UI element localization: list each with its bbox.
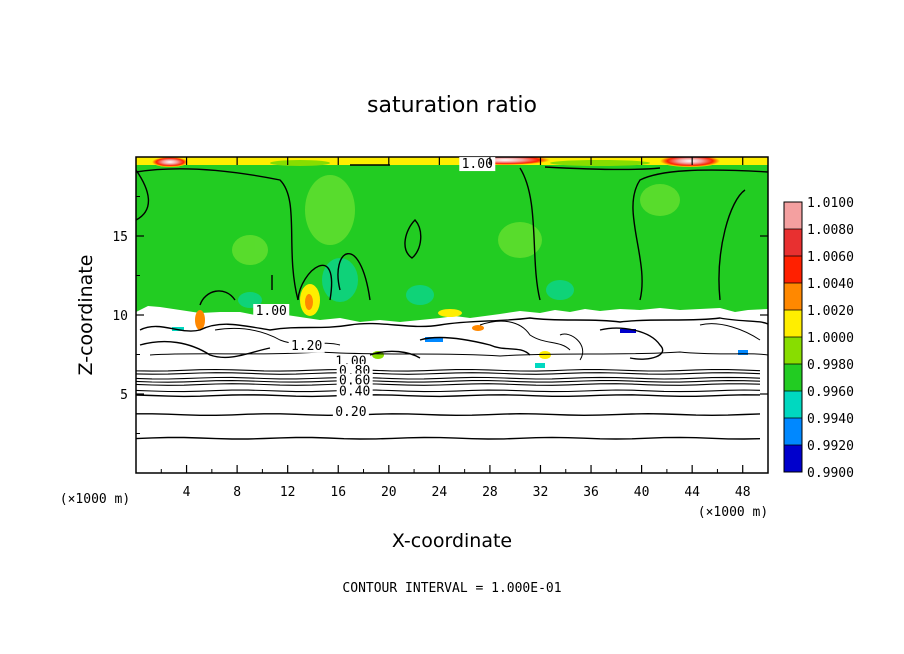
x-tick-label: 36	[583, 485, 599, 500]
chart-title: saturation ratio	[367, 93, 537, 118]
x-axis-unit-left: (×1000 m)	[60, 492, 130, 507]
horizontal-contour	[136, 389, 761, 393]
colorbar-label: 0.9900	[807, 466, 854, 481]
x-axis-unit-right: (×1000 m)	[698, 505, 768, 520]
x-axis-label: X-coordinate	[392, 530, 512, 552]
horizontal-contour	[136, 368, 761, 372]
horizontal-contour	[136, 394, 761, 398]
colorbar-swatch	[784, 283, 802, 311]
light-green-patches	[232, 175, 680, 265]
x-tick-label: 12	[280, 485, 296, 500]
y-tick-label: 10	[112, 309, 128, 324]
contour-line	[199, 290, 236, 306]
x-axis-ticks: 4 8 12 16 20 24 28 32 36 40 44 48	[160, 157, 751, 500]
colorbar-label: 0.9920	[807, 439, 854, 454]
colorbar-swatch	[784, 364, 802, 392]
horizontal-contour	[136, 436, 761, 440]
contour-label-bg	[288, 338, 325, 353]
contour-line	[519, 167, 541, 301]
plot-area	[136, 157, 768, 473]
contour-label-bg	[459, 157, 496, 172]
colorbar-swatch	[784, 256, 802, 284]
cloud-outline	[479, 320, 571, 351]
colorbar-swatch	[784, 202, 802, 230]
x-tick-label: 16	[330, 485, 346, 500]
contour-interval-note: CONTOUR INTERVAL = 1.000E-01	[342, 581, 561, 596]
colorbar-label: 1.0060	[807, 250, 854, 265]
contour-label-bg	[336, 384, 373, 399]
colorbar-label: 1.0040	[807, 277, 854, 292]
contour-line	[632, 169, 768, 301]
colorbar-label: 1.0080	[807, 223, 854, 238]
cloud-region	[139, 317, 768, 361]
cloud-outline	[139, 340, 271, 359]
cloud-outline	[699, 323, 761, 341]
horizontal-contour	[136, 383, 761, 386]
x-tick-label: 8	[233, 485, 241, 500]
x-tick-label: 44	[684, 485, 700, 500]
colorbar-label: 1.0100	[807, 196, 854, 211]
cloud-outline	[599, 327, 664, 360]
contour-label-bg	[253, 304, 290, 318]
horizontal-contour	[136, 376, 761, 380]
contour-line	[136, 168, 299, 301]
contour-label: 0.40	[339, 385, 370, 400]
contour-line	[544, 166, 661, 171]
colorbar-swatch	[784, 445, 802, 473]
x-tick-label: 28	[482, 485, 498, 500]
contour-label: 1.00	[462, 157, 493, 172]
colorbar-swatch	[784, 337, 802, 365]
yellow-patches	[195, 284, 551, 359]
cloud-outline	[149, 351, 768, 357]
contour-line	[297, 264, 333, 301]
x-tick-label: 40	[634, 485, 650, 500]
horizontal-contour	[136, 372, 761, 375]
contour-label-bg	[332, 405, 369, 420]
colorbar-label: 1.0020	[807, 304, 854, 319]
contour-lines	[136, 164, 768, 306]
contour-label: 0.20	[335, 405, 366, 420]
contour-line	[136, 169, 150, 221]
colorbar-label: 0.9940	[807, 412, 854, 427]
contour-label-bg	[336, 373, 373, 388]
cloud-outline	[139, 317, 768, 332]
cloud-outline	[419, 336, 531, 356]
horizontal-contour	[136, 412, 761, 417]
x-tick-label: 20	[381, 485, 397, 500]
colorbar: 1.0100 1.0080 1.0060 1.0040 1.0020 1.0000 0.99…	[783, 196, 854, 481]
y-axis-ticks: 5 10 15	[112, 196, 768, 434]
y-tick-label: 15	[112, 230, 128, 245]
x-tick-label: 48	[735, 485, 751, 500]
cloud-outline	[559, 333, 583, 361]
contour-label: 1.20	[291, 339, 322, 354]
colorbar-swatch	[784, 310, 802, 338]
horizontal-contour	[136, 380, 761, 383]
contour-label: 1.00	[256, 304, 287, 319]
x-tick-label: 4	[183, 485, 191, 500]
colorbar-label: 0.9980	[807, 358, 854, 373]
contour-line	[337, 253, 371, 301]
y-axis-label: Z-coordinate	[75, 255, 97, 376]
colorbar-label: 1.0000	[807, 331, 854, 346]
colorbar-label: 0.9960	[807, 385, 854, 400]
contour-labels: 1.001.001.201.000.800.600.400.20	[253, 157, 496, 420]
lower-contours	[136, 368, 761, 440]
contour-line	[718, 189, 746, 301]
x-tick-label: 24	[432, 485, 448, 500]
contour-line	[404, 218, 422, 259]
y-tick-label: 5	[120, 388, 128, 403]
saturated-region	[136, 157, 768, 322]
colorbar-swatch	[784, 418, 802, 446]
colorbar-swatch	[784, 391, 802, 419]
x-tick-label: 32	[533, 485, 549, 500]
colorbar-swatch	[784, 229, 802, 257]
